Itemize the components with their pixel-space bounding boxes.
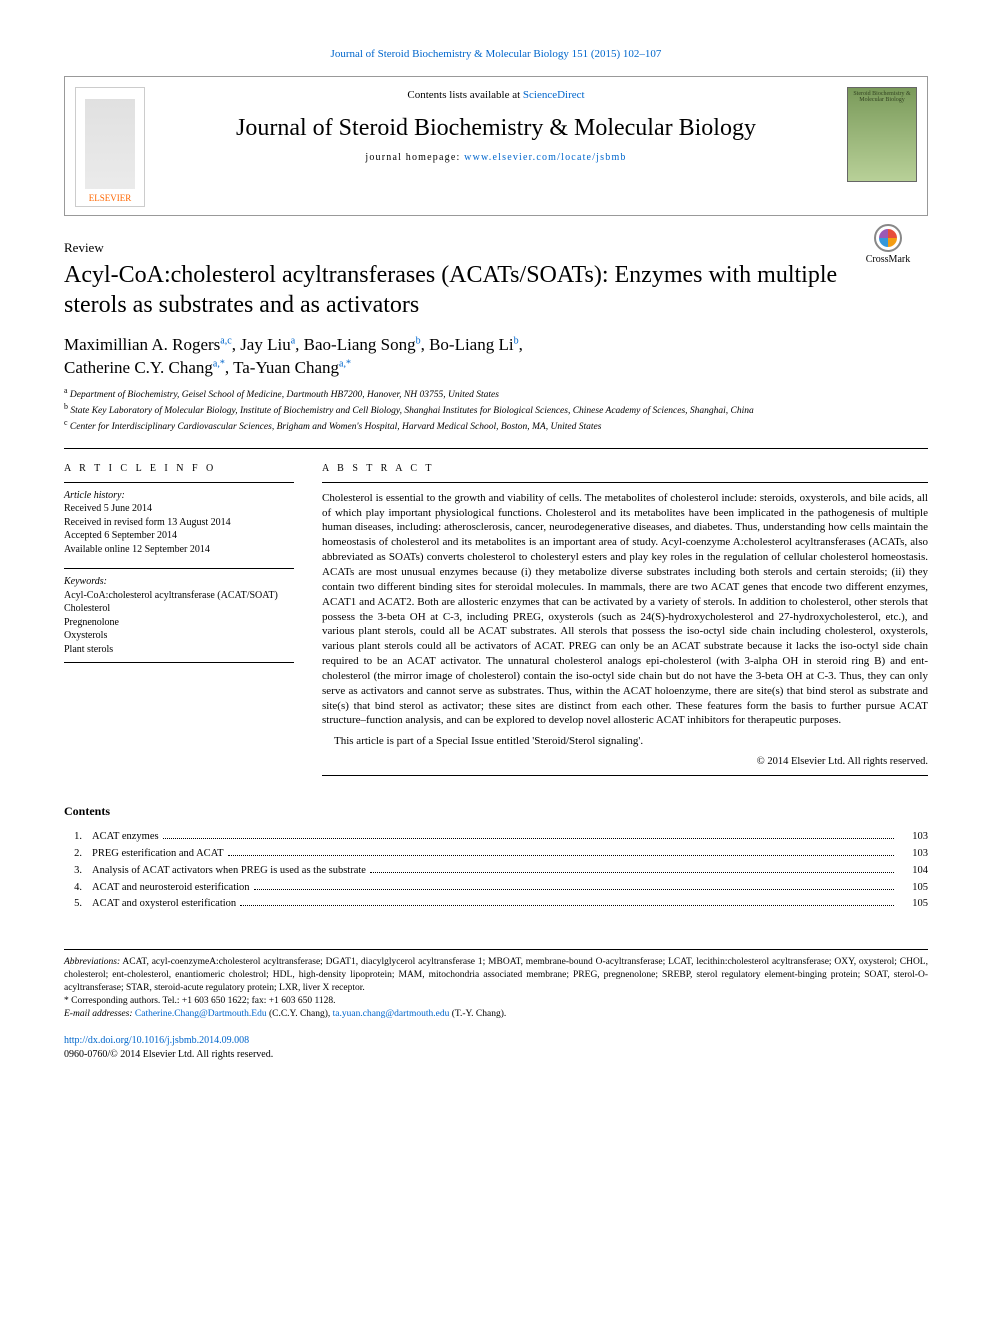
abbreviations-footnote: Abbreviations: ACAT, acyl-coenzymeA:chol… [64, 956, 928, 994]
doi-link[interactable]: http://dx.doi.org/10.1016/j.jsbmb.2014.0… [64, 1035, 249, 1046]
issn-copyright: 0960-0760/© 2014 Elsevier Ltd. All right… [64, 1049, 273, 1060]
author-4: Bo-Liang Li [429, 335, 514, 354]
toc-dots [163, 838, 894, 839]
toc-page: 104 [898, 863, 928, 880]
toc-num: 3. [64, 863, 92, 880]
toc-dots [240, 905, 894, 906]
keywords-label: Keywords: [64, 576, 107, 587]
history-label: Article history: [64, 490, 125, 501]
abbrev-text: ACAT, acyl-coenzymeA:cholesterol acyltra… [64, 957, 928, 993]
affiliation-b: State Key Laboratory of Molecular Biolog… [70, 406, 753, 416]
journal-cover-thumbnail: Steroid Biochemistry & Molecular Biology [847, 87, 917, 182]
toc-page: 103 [898, 829, 928, 846]
toc-num: 4. [64, 880, 92, 897]
author-2: Jay Liu [240, 335, 291, 354]
email-link-1[interactable]: Catherine.Chang@Dartmouth.Edu [135, 1009, 267, 1019]
keyword-2: Cholesterol [64, 603, 110, 614]
author-2-affil[interactable]: a [291, 335, 295, 346]
affiliations-block: a Department of Biochemistry, Geisel Sch… [64, 386, 928, 434]
contents-prefix: Contents lists available at [407, 89, 522, 101]
abbrev-label: Abbreviations: [64, 957, 120, 967]
history-online: Available online 12 September 2014 [64, 544, 210, 555]
crossmark-label: CrossMark [866, 254, 910, 265]
abstract-divider [322, 775, 928, 776]
toc-num: 2. [64, 846, 92, 863]
article-title: Acyl-CoA:cholesterol acyltransferases (A… [64, 260, 928, 320]
toc-dots [228, 855, 894, 856]
article-info-label: A R T I C L E I N F O [64, 463, 294, 474]
abstract-body: Cholesterol is essential to the growth a… [322, 491, 928, 729]
crossmark-icon [874, 224, 902, 252]
author-3-affil[interactable]: b [416, 335, 421, 346]
toc-title: ACAT enzymes [92, 829, 159, 846]
elsevier-tree-icon [85, 99, 135, 189]
history-accepted: Accepted 6 September 2014 [64, 530, 177, 541]
toc-title: Analysis of ACAT activators when PREG is… [92, 863, 366, 880]
toc-page: 105 [898, 880, 928, 897]
keyword-4: Oxysterols [64, 630, 107, 641]
authors-list: Maximillian A. Rogersa,c, Jay Liua, Bao-… [64, 334, 928, 380]
crossmark-badge[interactable]: CrossMark [848, 224, 928, 265]
affiliation-c: Center for Interdisciplinary Cardiovascu… [70, 422, 602, 432]
abstract-special-issue: This article is part of a Special Issue … [322, 734, 928, 749]
author-3: Bao-Liang Song [304, 335, 416, 354]
elsevier-logo: ELSEVIER [75, 87, 145, 207]
toc-num: 5. [64, 896, 92, 913]
toc-num: 1. [64, 829, 92, 846]
toc-dots [254, 889, 894, 890]
journal-title: Journal of Steroid Biochemistry & Molecu… [65, 115, 927, 142]
sciencedirect-link[interactable]: ScienceDirect [523, 89, 585, 101]
toc-page: 105 [898, 896, 928, 913]
email-label: E-mail addresses: [64, 1009, 135, 1019]
article-type: Review [64, 240, 928, 256]
author-1: Maximillian A. Rogers [64, 335, 220, 354]
table-of-contents: 1. ACAT enzymes 103 2. PREG esterificati… [64, 829, 928, 913]
homepage-line: journal homepage: www.elsevier.com/locat… [65, 152, 927, 163]
author-5: Catherine C.Y. Chang [64, 358, 213, 377]
toc-row[interactable]: 2. PREG esterification and ACAT 103 [64, 846, 928, 863]
author-6: Ta-Yuan Chang [233, 358, 339, 377]
email-name-2: (T.-Y. Chang). [449, 1009, 506, 1019]
toc-row[interactable]: 3. Analysis of ACAT activators when PREG… [64, 863, 928, 880]
keywords-block: Keywords: Acyl-CoA:cholesterol acyltrans… [64, 568, 294, 663]
contents-available-line: Contents lists available at ScienceDirec… [65, 89, 927, 101]
toc-title: ACAT and neurosteroid esterification [92, 880, 250, 897]
email-footnote: E-mail addresses: Catherine.Chang@Dartmo… [64, 1008, 928, 1021]
email-name-1: (C.C.Y. Chang), [267, 1009, 333, 1019]
toc-row[interactable]: 1. ACAT enzymes 103 [64, 829, 928, 846]
abstract-text: Cholesterol is essential to the growth a… [322, 482, 928, 770]
abstract-copyright: © 2014 Elsevier Ltd. All rights reserved… [322, 755, 928, 769]
toc-title: ACAT and oxysterol esterification [92, 896, 236, 913]
journal-header: ELSEVIER Contents lists available at Sci… [64, 76, 928, 216]
author-4-affil[interactable]: b [514, 335, 519, 346]
article-history: Article history: Received 5 June 2014 Re… [64, 482, 294, 557]
footnotes-block: Abbreviations: ACAT, acyl-coenzymeA:chol… [64, 949, 928, 1020]
corresponding-footnote: * Corresponding authors. Tel.: +1 603 65… [64, 995, 928, 1008]
history-received: Received 5 June 2014 [64, 503, 152, 514]
affiliation-a: Department of Biochemistry, Geisel Schoo… [70, 390, 499, 400]
doi-block: http://dx.doi.org/10.1016/j.jsbmb.2014.0… [64, 1034, 928, 1061]
keyword-1: Acyl-CoA:cholesterol acyltransferase (AC… [64, 590, 278, 601]
contents-heading: Contents [64, 804, 928, 819]
toc-title: PREG esterification and ACAT [92, 846, 224, 863]
homepage-prefix: journal homepage: [365, 152, 464, 163]
toc-page: 103 [898, 846, 928, 863]
author-1-affil[interactable]: a,c [220, 335, 231, 346]
homepage-link[interactable]: www.elsevier.com/locate/jsbmb [464, 152, 626, 163]
author-6-affil[interactable]: a,* [339, 358, 351, 369]
section-divider [64, 448, 928, 449]
toc-row[interactable]: 4. ACAT and neurosteroid esterification … [64, 880, 928, 897]
abstract-label: A B S T R A C T [322, 463, 928, 474]
author-5-affil[interactable]: a,* [213, 358, 225, 369]
keyword-3: Pregnenolone [64, 617, 119, 628]
email-link-2[interactable]: ta.yuan.chang@dartmouth.edu [333, 1009, 450, 1019]
toc-row[interactable]: 5. ACAT and oxysterol esterification 105 [64, 896, 928, 913]
keyword-5: Plant sterols [64, 644, 113, 655]
publisher-name: ELSEVIER [89, 193, 132, 203]
toc-dots [370, 872, 894, 873]
history-revised: Received in revised form 13 August 2014 [64, 517, 231, 528]
citation-link[interactable]: Journal of Steroid Biochemistry & Molecu… [64, 48, 928, 60]
